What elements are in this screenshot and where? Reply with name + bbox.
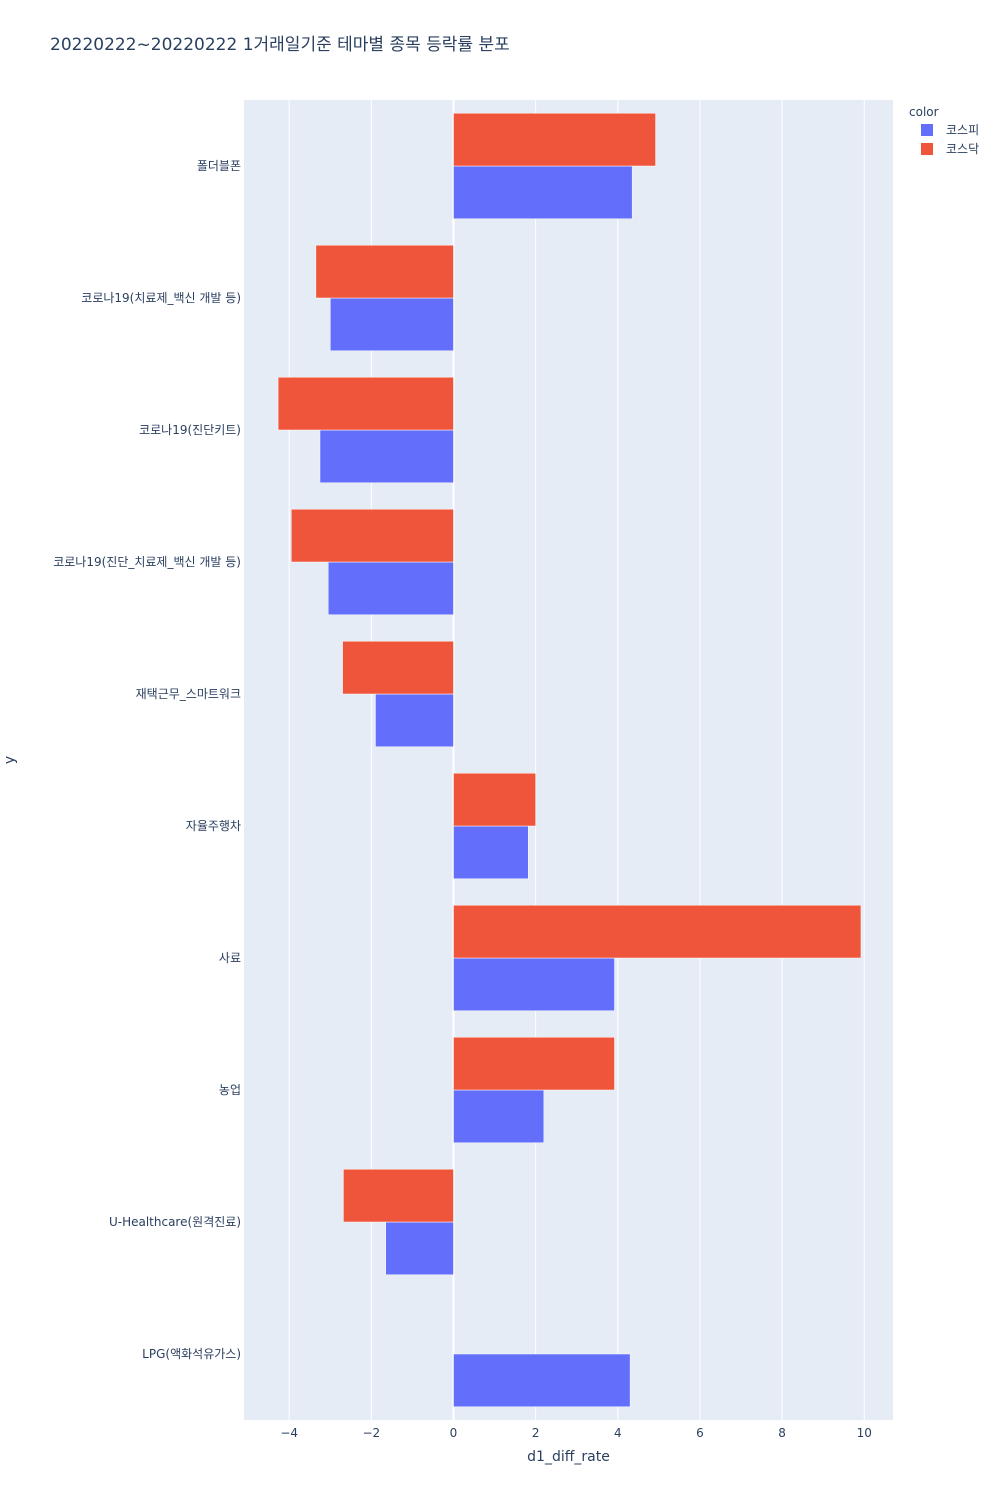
y-tick-label: 폴더블폰 <box>197 159 241 173</box>
x-tick-label: 0 <box>450 1426 458 1440</box>
bar-kospi[interactable] <box>327 561 454 616</box>
bar-kosdaq[interactable] <box>453 112 656 167</box>
bar-kosdaq[interactable] <box>277 376 454 431</box>
bar-kospi[interactable] <box>453 825 529 880</box>
x-tick-label: −2 <box>362 1426 380 1440</box>
y-tick-label: 사료 <box>219 951 241 965</box>
x-tick-label: −4 <box>280 1426 298 1440</box>
bar-kospi[interactable] <box>319 429 454 484</box>
bar-kosdaq[interactable] <box>453 772 536 827</box>
legend-title: color <box>909 105 939 119</box>
x-tick-label: 4 <box>614 1426 622 1440</box>
y-axis-title: y <box>2 756 18 764</box>
legend-swatch <box>921 143 933 155</box>
y-tick-label: 코로나19(진단_치료제_백신 개발 등) <box>53 555 241 569</box>
bar-kospi[interactable] <box>385 1221 454 1276</box>
y-tick-label: 농업 <box>219 1083 241 1097</box>
y-tick-label: LPG(액화석유가스) <box>142 1347 241 1361</box>
x-tick-label: 10 <box>857 1426 872 1440</box>
y-tick-label: 코로나19(진단키트) <box>139 423 241 437</box>
y-tick-label: 재택근무_스마트워크 <box>136 687 241 701</box>
y-tick-label: 코로나19(치료제_백신 개발 등) <box>81 291 241 305</box>
y-tick-label: 자율주행차 <box>186 818 241 833</box>
bar-kospi[interactable] <box>453 957 615 1012</box>
x-tick-label: 8 <box>778 1426 786 1440</box>
x-axis-title: d1_diff_rate <box>527 1449 610 1465</box>
bar-kospi[interactable] <box>453 1089 545 1144</box>
bar-kosdaq[interactable] <box>342 640 454 695</box>
legend-swatch <box>921 124 933 136</box>
bar-kosdaq[interactable] <box>453 1036 615 1091</box>
bar-kospi[interactable] <box>375 693 454 748</box>
y-tick-label: U-Healthcare(원격진료) <box>109 1215 241 1229</box>
bar-kospi[interactable] <box>330 297 454 352</box>
x-tick-label: 6 <box>696 1426 704 1440</box>
bar-kosdaq[interactable] <box>315 244 454 299</box>
chart-title: 20220222~20220222 1거래일기준 테마별 종목 등락률 분포 <box>50 35 510 55</box>
bar-kospi[interactable] <box>453 1353 631 1408</box>
bar-kosdaq[interactable] <box>290 508 454 563</box>
bar-kosdaq[interactable] <box>453 904 862 959</box>
bar-kosdaq[interactable] <box>343 1168 454 1223</box>
bar-kospi[interactable] <box>453 165 633 220</box>
x-axis-ticks: −4 −2 0 2 4 6 8 10 <box>280 1426 872 1440</box>
legend-label: 코스피 <box>946 123 979 137</box>
x-tick-label: 2 <box>532 1426 540 1440</box>
legend-label: 코스닥 <box>946 142 979 156</box>
bars <box>277 112 862 1408</box>
